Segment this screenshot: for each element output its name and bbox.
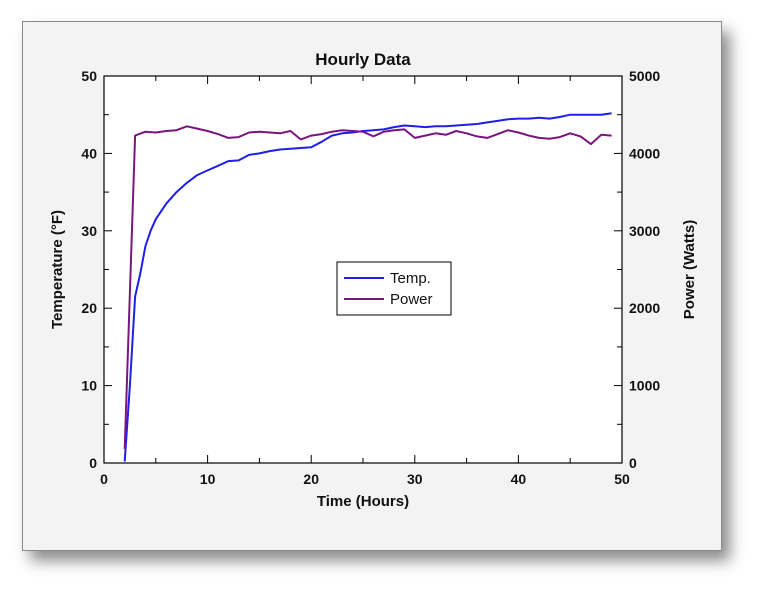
legend-label-temp: Temp. bbox=[390, 270, 431, 287]
x-tick-label: 30 bbox=[407, 471, 423, 487]
y-right-tick-label: 2000 bbox=[629, 300, 660, 316]
x-tick-label: 40 bbox=[511, 471, 527, 487]
y-left-tick-label: 50 bbox=[81, 68, 97, 84]
x-tick-label: 10 bbox=[200, 471, 216, 487]
x-tick-label: 20 bbox=[303, 471, 319, 487]
y-right-tick-label: 4000 bbox=[629, 145, 660, 161]
x-axis-label: Time (Hours) bbox=[317, 493, 409, 510]
x-tick-label: 50 bbox=[614, 471, 630, 487]
series-line-temp bbox=[123, 112, 612, 462]
legend-box bbox=[336, 261, 452, 316]
y-right-tick-label: 5000 bbox=[629, 68, 660, 84]
chart-title: Hourly Data bbox=[315, 50, 411, 69]
x-tick-label: 0 bbox=[100, 471, 108, 487]
y-right-tick-label: 3000 bbox=[629, 223, 660, 239]
axes: 0 10 20 30 40 5001020304050010002000300040005… bbox=[81, 68, 660, 487]
series-line-power bbox=[123, 125, 612, 450]
y-right-tick-label: 1000 bbox=[629, 378, 660, 394]
y-right-tick-label: 0 bbox=[629, 455, 637, 471]
y-left-tick-label: 30 bbox=[81, 223, 97, 239]
legend: Temp. Power bbox=[336, 261, 452, 316]
y-left-tick-label: 20 bbox=[81, 300, 97, 316]
y-left-tick-label: 40 bbox=[81, 145, 97, 161]
series-lines bbox=[123, 112, 612, 462]
y-axis-right-label: Power (Watts) bbox=[681, 220, 698, 319]
y-axis-left-label: Temperature (°F) bbox=[49, 210, 66, 329]
legend-label-power: Power bbox=[390, 291, 433, 308]
y-left-tick-label: 0 bbox=[89, 455, 97, 471]
y-left-tick-label: 10 bbox=[81, 378, 97, 394]
